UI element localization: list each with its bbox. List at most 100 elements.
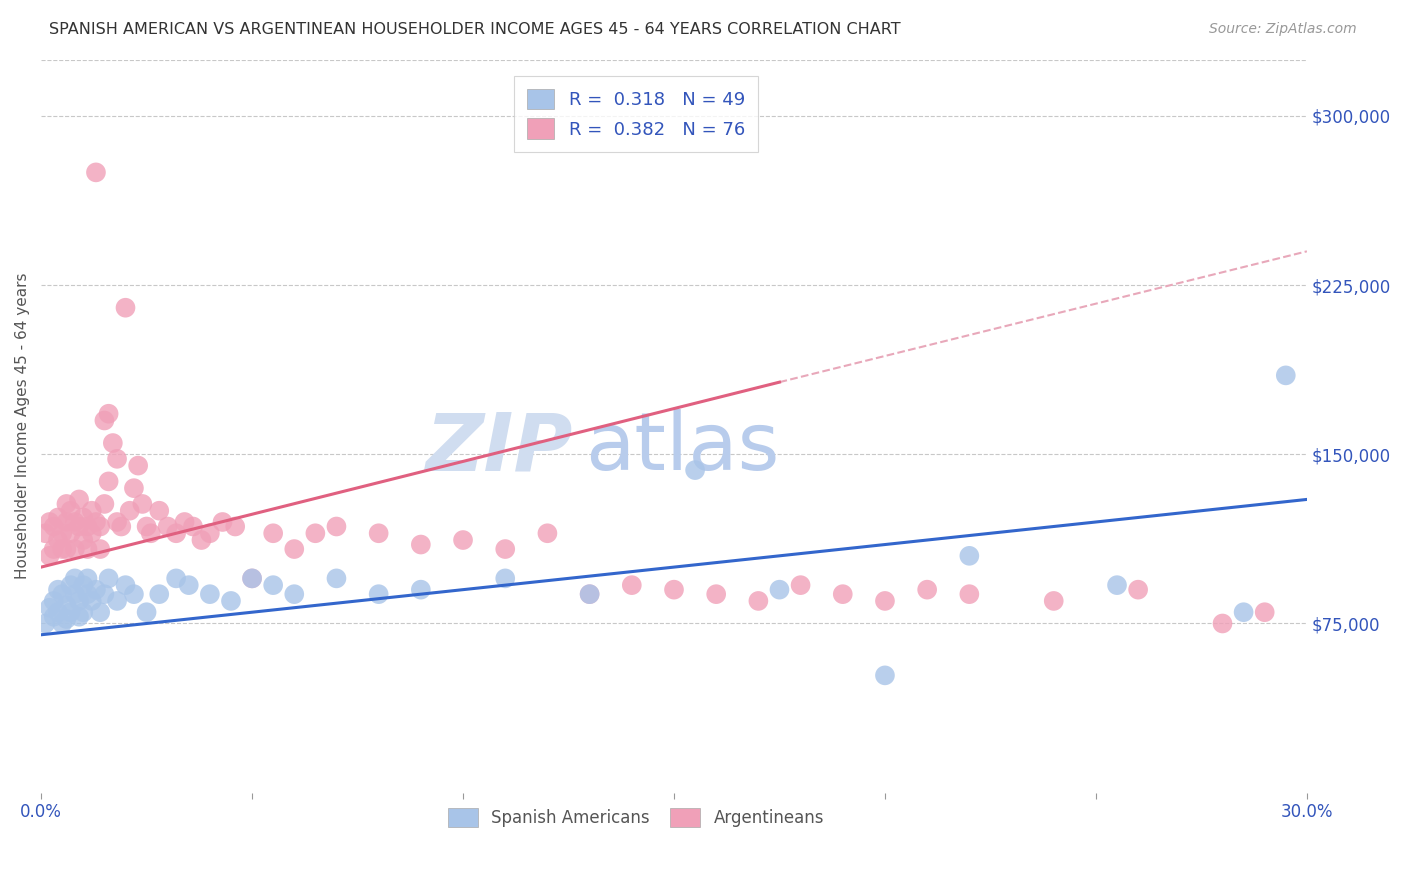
- Point: [198, 587, 221, 601]
- Point: [1105, 578, 1128, 592]
- Point: [156, 519, 179, 533]
- Point: [789, 578, 811, 592]
- Point: [110, 519, 132, 533]
- Point: [831, 587, 853, 601]
- Point: [283, 542, 305, 557]
- Text: SPANISH AMERICAN VS ARGENTINEAN HOUSEHOLDER INCOME AGES 45 - 64 YEARS CORRELATIO: SPANISH AMERICAN VS ARGENTINEAN HOUSEHOL…: [49, 22, 901, 37]
- Point: [42, 542, 65, 557]
- Point: [122, 587, 145, 601]
- Point: [80, 594, 103, 608]
- Point: [76, 542, 98, 557]
- Point: [93, 497, 115, 511]
- Point: [55, 599, 77, 613]
- Point: [262, 526, 284, 541]
- Point: [620, 578, 643, 592]
- Point: [55, 497, 77, 511]
- Point: [1275, 368, 1298, 383]
- Point: [494, 542, 516, 557]
- Point: [957, 587, 980, 601]
- Point: [118, 504, 141, 518]
- Point: [42, 594, 65, 608]
- Point: [97, 475, 120, 489]
- Point: [240, 571, 263, 585]
- Point: [67, 594, 90, 608]
- Point: [34, 526, 56, 541]
- Point: [578, 587, 600, 601]
- Point: [325, 571, 347, 585]
- Point: [76, 571, 98, 585]
- Point: [219, 594, 242, 608]
- Y-axis label: Householder Income Ages 45 - 64 years: Householder Income Ages 45 - 64 years: [15, 273, 30, 580]
- Point: [114, 301, 136, 315]
- Point: [304, 526, 326, 541]
- Point: [1211, 616, 1233, 631]
- Point: [101, 436, 124, 450]
- Point: [38, 515, 60, 529]
- Legend: Spanish Americans, Argentineans: Spanish Americans, Argentineans: [440, 800, 832, 836]
- Point: [84, 582, 107, 597]
- Point: [181, 519, 204, 533]
- Point: [84, 515, 107, 529]
- Point: [42, 519, 65, 533]
- Text: ZIP: ZIP: [426, 409, 572, 487]
- Point: [63, 571, 86, 585]
- Point: [148, 587, 170, 601]
- Point: [1042, 594, 1064, 608]
- Point: [915, 582, 938, 597]
- Point: [367, 587, 389, 601]
- Point: [105, 451, 128, 466]
- Point: [51, 587, 73, 601]
- Point: [139, 526, 162, 541]
- Point: [135, 519, 157, 533]
- Point: [283, 587, 305, 601]
- Point: [59, 605, 82, 619]
- Point: [93, 413, 115, 427]
- Point: [67, 609, 90, 624]
- Point: [224, 519, 246, 533]
- Point: [105, 515, 128, 529]
- Point: [97, 407, 120, 421]
- Point: [93, 587, 115, 601]
- Point: [72, 533, 94, 547]
- Point: [89, 519, 111, 533]
- Point: [80, 526, 103, 541]
- Point: [536, 526, 558, 541]
- Point: [662, 582, 685, 597]
- Point: [367, 526, 389, 541]
- Point: [105, 594, 128, 608]
- Point: [578, 587, 600, 601]
- Point: [59, 526, 82, 541]
- Point: [240, 571, 263, 585]
- Point: [198, 526, 221, 541]
- Point: [494, 571, 516, 585]
- Point: [165, 571, 187, 585]
- Point: [63, 542, 86, 557]
- Point: [72, 510, 94, 524]
- Point: [873, 668, 896, 682]
- Point: [72, 605, 94, 619]
- Point: [177, 578, 200, 592]
- Point: [1232, 605, 1254, 619]
- Point: [409, 537, 432, 551]
- Point: [38, 549, 60, 563]
- Point: [76, 587, 98, 601]
- Point: [46, 533, 69, 547]
- Point: [957, 549, 980, 563]
- Point: [89, 605, 111, 619]
- Point: [42, 609, 65, 624]
- Point: [211, 515, 233, 529]
- Text: atlas: atlas: [585, 409, 780, 487]
- Point: [873, 594, 896, 608]
- Point: [127, 458, 149, 473]
- Point: [325, 519, 347, 533]
- Point: [148, 504, 170, 518]
- Point: [683, 463, 706, 477]
- Point: [131, 497, 153, 511]
- Point: [165, 526, 187, 541]
- Point: [67, 492, 90, 507]
- Point: [768, 582, 790, 597]
- Point: [63, 515, 86, 529]
- Point: [34, 616, 56, 631]
- Point: [55, 515, 77, 529]
- Point: [80, 504, 103, 518]
